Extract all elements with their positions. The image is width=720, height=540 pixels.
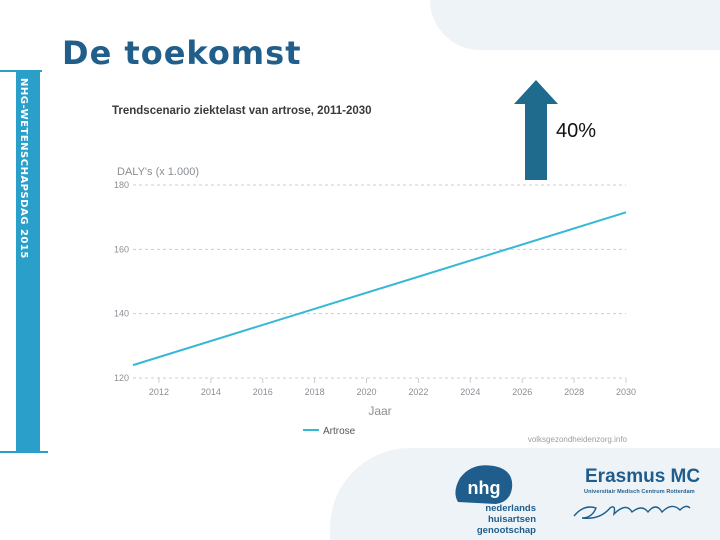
- background-shape-bottom: [330, 448, 720, 540]
- slide-title: De toekomst: [62, 34, 302, 72]
- sidebar-text: NHG-WETENSCHAPSDAG 2015: [18, 78, 29, 259]
- y-tick-label: 120: [114, 373, 129, 383]
- erasmus-logo-title: Erasmus MC: [585, 466, 701, 487]
- erasmus-signature-icon: [573, 505, 691, 519]
- nhg-line1: nederlands huisartsen: [485, 503, 536, 525]
- chart-panel: Trendscenario ziektelast van artrose, 20…: [103, 92, 639, 448]
- sidebar-line-bottom: [0, 451, 48, 453]
- line-chart: DALY's (x 1.000) Jaar Artrose 120 140 160 1…: [114, 166, 636, 437]
- nhg-logo-text: nederlands huisartsen genootschap: [436, 503, 536, 536]
- legend-label: Artrose: [323, 426, 356, 437]
- background-shape-top-right: [430, 0, 720, 50]
- x-tick-label: 2024: [460, 387, 480, 397]
- x-tick-label: 2014: [201, 387, 221, 397]
- x-tick-label: 2030: [616, 387, 636, 397]
- nhg-logo-icon: nhg: [455, 465, 513, 504]
- x-tick-label: 2018: [305, 387, 325, 397]
- y-tick-label: 140: [114, 309, 129, 319]
- x-tick-label: 2012: [149, 387, 169, 397]
- increase-label: 40%: [556, 120, 597, 142]
- nhg-line2: genootschap: [476, 525, 536, 536]
- erasmus-logo-subtitle: Universitair Medisch Centrum Rotterdam: [584, 489, 695, 495]
- chart-title: Trendscenario ziektelast van artrose, 20…: [112, 105, 372, 117]
- sidebar-band: [16, 70, 40, 452]
- x-tick-label: 2016: [253, 387, 273, 397]
- y-tick-label: 160: [114, 244, 129, 254]
- x-tick-label: 2026: [512, 387, 532, 397]
- y-axis-label: DALY's (x 1.000): [117, 166, 199, 178]
- x-axis-label: Jaar: [368, 404, 391, 418]
- y-tick-label: 180: [114, 180, 129, 190]
- x-tick-label: 2020: [357, 387, 377, 397]
- series-line-artrose: [132, 211, 627, 367]
- x-tick-label: 2028: [564, 387, 584, 397]
- svg-text:nhg: nhg: [468, 478, 501, 498]
- chart-source: volksgezondheidenzorg.info: [527, 435, 627, 444]
- x-tick-label: 2022: [408, 387, 428, 397]
